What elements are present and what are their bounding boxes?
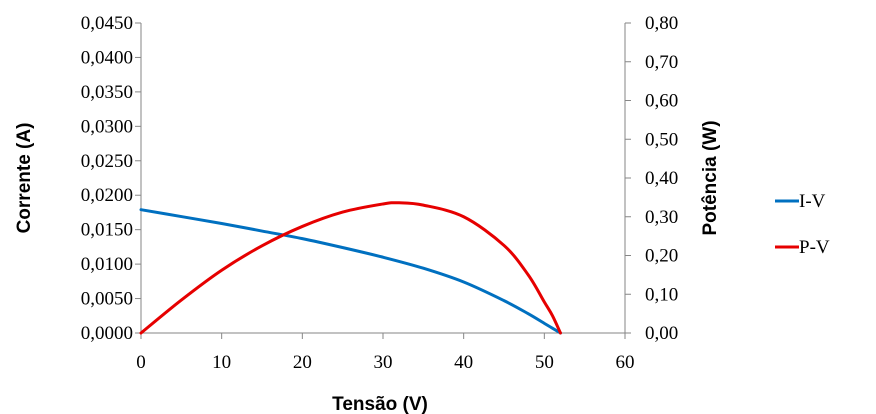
legend-label-iv: I-V: [799, 191, 826, 212]
series-layer: [139, 201, 562, 335]
legend-label-pv: P-V: [799, 237, 830, 258]
y-left-tick-label: 0,0350: [81, 82, 133, 103]
x-tick-label: 60: [616, 352, 635, 373]
x-tick-label: 40: [454, 352, 473, 373]
x-tick-label: 0: [136, 352, 146, 373]
x-tick-label: 10: [212, 352, 231, 373]
y-right-tick-label: 0,80: [645, 13, 678, 34]
y-left-tick-label: 0,0450: [81, 13, 133, 34]
y-left-tick-label: 0,0300: [81, 116, 133, 137]
x-tick-label: 20: [293, 352, 312, 373]
axes: [135, 22, 631, 339]
y-right-tick-label: 0,60: [645, 91, 678, 112]
y-left-axis-title: Corrente (A): [14, 123, 35, 234]
y-left-tick-label: 0,0250: [81, 151, 133, 172]
y-right-tick-label: 0,70: [645, 52, 678, 73]
y-left-tick-label: 0,0200: [81, 185, 133, 206]
y-right-axis-title: Potência (W): [700, 120, 721, 235]
series-line-p-v: [139, 201, 562, 335]
legend: I-V P-V: [775, 191, 830, 258]
x-tick-label: 50: [535, 352, 554, 373]
y-right-tick-label: 0,50: [645, 129, 678, 150]
y-right-tick-label: 0,40: [645, 168, 678, 189]
x-axis-title: Tensão (V): [332, 394, 428, 414]
y-left-tick-label: 0,0150: [81, 220, 133, 241]
series-line-i-v: [139, 208, 562, 335]
y-right-tick-label: 0,20: [645, 246, 678, 267]
tick-labels: 0,00000,00500,01000,01500,02000,02500,03…: [81, 13, 679, 373]
x-tick-label: 30: [374, 352, 393, 373]
y-right-tick-label: 0,00: [645, 323, 678, 344]
y-right-tick-label: 0,30: [645, 207, 678, 228]
y-left-tick-label: 0,0100: [81, 254, 133, 275]
y-left-tick-label: 0,0050: [81, 289, 133, 310]
y-left-tick-label: 0,0400: [81, 47, 133, 68]
y-right-tick-label: 0,10: [645, 284, 678, 305]
y-left-tick-label: 0,0000: [81, 323, 133, 344]
